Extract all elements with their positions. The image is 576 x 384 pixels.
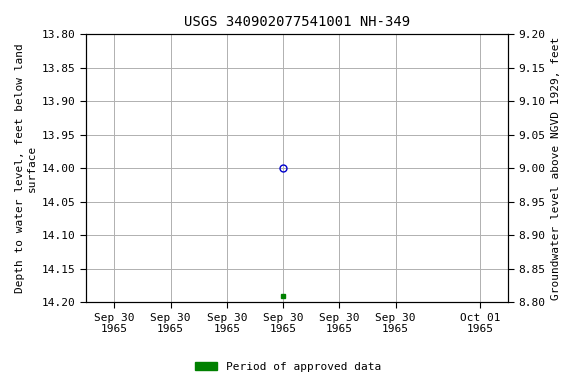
Y-axis label: Groundwater level above NGVD 1929, feet: Groundwater level above NGVD 1929, feet: [551, 37, 561, 300]
Y-axis label: Depth to water level, feet below land
surface: Depth to water level, feet below land su…: [15, 43, 37, 293]
Title: USGS 340902077541001 NH-349: USGS 340902077541001 NH-349: [184, 15, 410, 29]
Legend: Period of approved data: Period of approved data: [191, 358, 385, 377]
